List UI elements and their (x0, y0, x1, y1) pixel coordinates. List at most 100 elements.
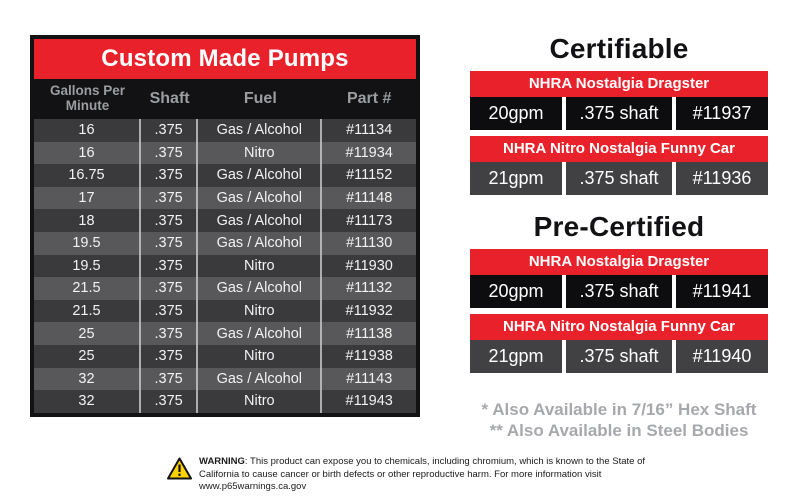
spec-shaft: .375 shaft (566, 97, 672, 130)
table-cell: 18 (34, 209, 141, 232)
table-cell: #11130 (346, 235, 393, 252)
table-cell: #11932 (345, 303, 393, 320)
spec-gpm: 20gpm (470, 275, 562, 308)
cert-spec-row: 21gpm .375 shaft #11936 (470, 162, 768, 195)
table-cell: .375 (141, 344, 199, 368)
table-cell: 19.5 (34, 254, 141, 278)
availability-footnotes: * Also Available in 7/16” Hex Shaft ** A… (470, 399, 768, 442)
pump-table-title: Custom Made Pumps (34, 39, 416, 79)
table-cell: .375 (141, 186, 199, 210)
table-cell: .375 (141, 367, 199, 391)
footnote-steel-bodies: ** Also Available in Steel Bodies (489, 421, 749, 441)
table-row: 32.375 Nitro #11943 (34, 390, 416, 413)
table-cell: Gas / Alcohol (198, 119, 323, 142)
prop65-warning: WARNING: This product can expose you to … (167, 456, 647, 494)
table-cell: 16.75 (34, 164, 141, 187)
table-cell: .375 (141, 254, 199, 278)
column-header-fuel: Fuel (243, 90, 277, 107)
spec-part: #11936 (676, 162, 768, 195)
spec-part: #11941 (676, 275, 768, 308)
pump-table-header-row: Gallons Per Minute Shaft Fuel Part # (34, 79, 416, 119)
table-cell: Nitro (198, 141, 323, 165)
table-cell: #11148 (346, 190, 393, 207)
certifiable-title: Certifiable (549, 33, 689, 64)
table-cell: .375 (141, 209, 199, 232)
class-banner: NHRA Nostalgia Dragster (470, 249, 768, 275)
class-banner: NHRA Nitro Nostalgia Funny Car (470, 136, 768, 162)
table-cell: 16 (34, 141, 141, 165)
table-cell: Gas / Alcohol (198, 164, 323, 187)
table-cell: 21.5 (34, 299, 141, 323)
table-cell: #11138 (346, 325, 393, 342)
table-cell: 25 (34, 322, 141, 345)
table-cell: #11930 (345, 257, 393, 274)
table-cell: 21.5 (34, 277, 141, 300)
spec-gpm: 20gpm (470, 97, 562, 130)
table-cell: 32 (34, 390, 141, 413)
table-cell: 32 (34, 367, 141, 391)
spec-part: #11940 (676, 340, 768, 373)
table-cell: #11943 (345, 393, 393, 410)
table-cell: Nitro (198, 299, 323, 323)
certification-panel: Certifiable NHRA Nostalgia Dragster 20gp… (470, 33, 768, 442)
table-cell: .375 (141, 164, 199, 187)
table-cell: #11132 (346, 280, 393, 297)
footnote-hex-shaft: * Also Available in 7/16” Hex Shaft (481, 400, 757, 419)
spec-shaft: .375 shaft (566, 162, 672, 195)
table-cell: 16 (34, 119, 141, 142)
cert-spec-row: 21gpm .375 shaft #11940 (470, 340, 768, 373)
spec-gpm: 21gpm (470, 340, 562, 373)
warning-body: : This product can expose you to chemica… (199, 456, 646, 493)
table-cell: #11934 (345, 144, 393, 161)
spec-shaft: .375 shaft (566, 340, 672, 373)
table-cell: #11134 (346, 122, 393, 139)
table-cell: #11143 (346, 370, 393, 387)
table-row: 17.375 Gas / Alcohol #11148 (34, 186, 416, 210)
table-cell: 17 (34, 186, 141, 210)
table-cell: .375 (141, 322, 199, 345)
column-header-shaft: Shaft (149, 90, 190, 107)
warning-text: WARNING: This product can expose you to … (199, 456, 647, 494)
table-row: 25.375 Gas / Alcohol #11138 (34, 322, 416, 345)
table-cell: Nitro (198, 344, 323, 368)
table-cell: Nitro (198, 254, 323, 278)
class-banner: NHRA Nitro Nostalgia Funny Car (470, 314, 768, 340)
table-row: 19.5.375 Nitro #11930 (34, 254, 416, 278)
table-cell: Gas / Alcohol (198, 209, 323, 232)
cert-spec-row: 20gpm .375 shaft #11941 (470, 275, 768, 308)
table-cell: .375 (141, 119, 199, 142)
table-row: 21.5.375 Gas / Alcohol #11132 (34, 277, 416, 300)
warning-label: WARNING (199, 456, 245, 467)
table-cell: Gas / Alcohol (198, 322, 323, 345)
spec-shaft: .375 shaft (566, 275, 672, 308)
table-cell: Nitro (198, 390, 323, 413)
table-row: 21.5.375 Nitro #11932 (34, 299, 416, 323)
table-cell: .375 (141, 231, 199, 255)
table-cell: .375 (141, 277, 199, 300)
table-cell: Gas / Alcohol (198, 367, 323, 391)
table-cell: Gas / Alcohol (198, 231, 323, 255)
warning-triangle-icon (167, 457, 192, 485)
table-cell: #11173 (346, 212, 393, 229)
table-cell: Gas / Alcohol (198, 186, 323, 210)
table-row: 16.375 Gas / Alcohol #11134 (34, 119, 416, 142)
table-cell: 19.5 (34, 231, 141, 255)
table-cell: Gas / Alcohol (198, 277, 323, 300)
table-cell: .375 (141, 141, 199, 165)
table-row: 16.75.375 Gas / Alcohol #11152 (34, 164, 416, 187)
table-row: 18.375 Gas / Alcohol #11173 (34, 209, 416, 232)
class-banner: NHRA Nostalgia Dragster (470, 71, 768, 97)
table-row: 16.375 Nitro #11934 (34, 141, 416, 165)
table-cell: #11938 (345, 348, 393, 365)
spec-part: #11937 (676, 97, 768, 130)
column-header-part: Part # (346, 90, 392, 107)
pump-table-rows: 16.375 Gas / Alcohol #11134 16.375 Nitro #119… (34, 119, 416, 413)
table-row: 19.5.375 Gas / Alcohol #11130 (34, 231, 416, 255)
custom-made-pumps-table: Custom Made Pumps Gallons Per Minute Sha… (30, 35, 420, 417)
pre-certified-title: Pre-Certified (533, 211, 705, 242)
table-cell: 25 (34, 344, 141, 368)
table-cell: #11152 (346, 167, 393, 184)
column-header-gpm: Gallons Per Minute (49, 83, 125, 113)
table-row: 32.375 Gas / Alcohol #11143 (34, 367, 416, 391)
